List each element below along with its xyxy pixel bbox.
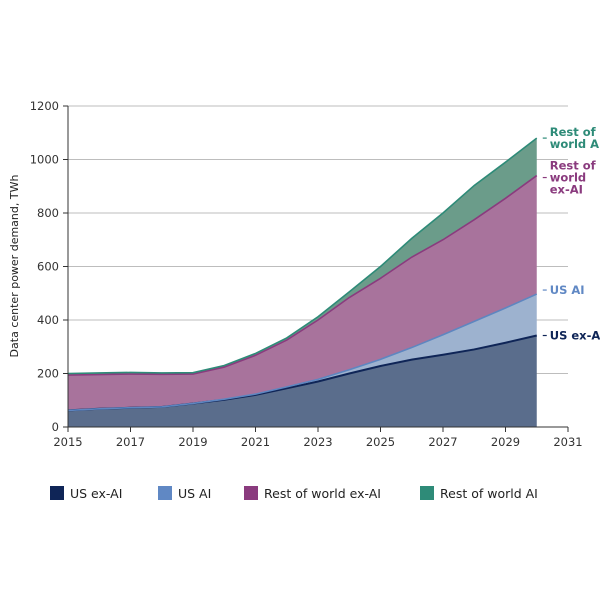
x-tick-label: 2019: [178, 435, 207, 449]
x-tick-label: 2021: [241, 435, 270, 449]
x-tick-label: 2029: [491, 435, 520, 449]
end-label-rest-of-world-ex-ai: Rest of world ex-AI: [542, 159, 597, 197]
end-labels: US ex-AI US AI Rest of world ex-AI Rest of wor…: [542, 125, 600, 343]
x-tick-label: 2017: [116, 435, 145, 449]
end-label-rest-of-world-ai: Rest of world AI: [542, 125, 600, 151]
tick-labels: 0 200 400 600 800 1000 1200 2015 2017 2019 2021 202…: [30, 99, 583, 449]
legend-item-rest-of-world-ex-ai: Rest of world ex-AI: [244, 486, 381, 501]
legend-swatch: [420, 486, 434, 500]
y-tick-label: 0: [52, 420, 59, 434]
y-tick-label: 200: [37, 367, 59, 381]
end-label-text: Rest of world ex-AI: [550, 159, 597, 197]
end-label-text: US ex-AI: [550, 329, 600, 343]
line-us-ai: [67, 293, 538, 412]
y-tick-label: 600: [37, 260, 59, 274]
legend-label: Rest of world AI: [440, 486, 538, 501]
legend-item-us-ex-ai: US ex-AI: [50, 486, 122, 501]
end-label-us-ai: US AI: [542, 283, 585, 297]
legend-swatch: [50, 486, 64, 500]
legend-label: US AI: [178, 486, 211, 501]
legend-item-rest-of-world-ai: Rest of world AI: [420, 486, 538, 501]
legend-label: US ex-AI: [70, 486, 122, 501]
series-lines: [67, 137, 538, 412]
x-tick-label: 2025: [366, 435, 395, 449]
area-us-ai: [68, 294, 537, 411]
line-rest-of-world-ai: [67, 137, 538, 375]
legend-item-us-ai: US AI: [158, 486, 211, 501]
legend-swatch: [158, 486, 172, 500]
line-rest-of-world-ex-ai: [67, 174, 538, 376]
x-tick-label: 2027: [428, 435, 457, 449]
legend: US ex-AI US AI Rest of world ex-AI Rest of …: [50, 486, 538, 501]
legend-label: Rest of world ex-AI: [264, 486, 381, 501]
y-axis-title: Data center power demand, TWh: [8, 175, 21, 358]
x-tick-label: 2023: [303, 435, 332, 449]
y-tick-label: 1200: [30, 99, 59, 113]
y-tick-label: 800: [37, 206, 59, 220]
end-label-text: US AI: [550, 283, 585, 297]
x-tick-label: 2015: [53, 435, 82, 449]
y-tick-label: 1000: [30, 153, 59, 167]
end-label-us-ex-ai: US ex-AI: [542, 329, 600, 343]
x-tick-label: 2031: [553, 435, 582, 449]
end-label-text: Rest of world AI: [550, 125, 600, 151]
area-rest-of-world-ex-ai: [68, 175, 537, 411]
axes: [63, 105, 569, 432]
legend-swatch: [244, 486, 258, 500]
y-tick-label: 400: [37, 313, 59, 327]
